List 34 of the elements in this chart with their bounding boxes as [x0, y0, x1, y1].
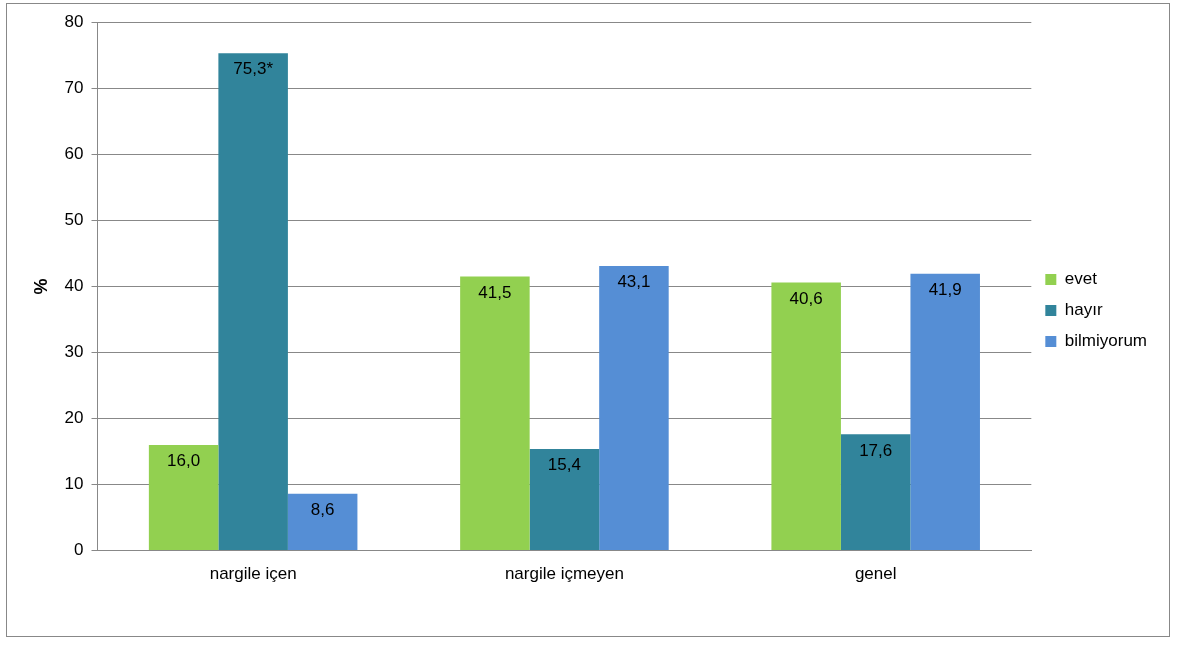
legend-label: bilmiyorum [1064, 331, 1148, 351]
bar [529, 448, 600, 551]
bar [148, 444, 219, 551]
legend-label: evet [1064, 269, 1098, 289]
y-tick-label: 60 [64, 143, 84, 163]
bar [910, 273, 980, 551]
y-tick-label: 70 [64, 77, 84, 97]
bar [840, 434, 911, 551]
data-label: 43,1 [617, 272, 651, 292]
legend-label: hayır [1064, 300, 1103, 320]
x-tick-label: genel [854, 564, 897, 584]
bar [771, 282, 841, 551]
data-label: 41,5 [478, 282, 512, 302]
data-label: 17,6 [859, 440, 893, 460]
y-tick-label: 20 [64, 408, 84, 428]
data-label: 41,9 [928, 280, 962, 300]
data-label: 75,3* [233, 59, 274, 79]
y-tick-label: 30 [64, 342, 84, 362]
y-tick-label: 10 [64, 474, 84, 494]
y-tick-label: 40 [64, 276, 84, 296]
x-tick-label: nargile içmeyen [504, 564, 624, 584]
y-axis-title: % [30, 278, 51, 295]
data-label: 40,6 [789, 288, 823, 308]
data-label: 16,0 [167, 451, 201, 471]
bar [287, 493, 358, 551]
bar [460, 276, 530, 551]
data-label: 15,4 [547, 455, 581, 475]
data-label: 8,6 [310, 499, 335, 519]
bar [599, 265, 669, 551]
y-tick-label: 50 [64, 210, 84, 230]
bar [218, 53, 288, 551]
y-tick-label: 80 [64, 11, 84, 31]
x-tick-label: nargile içen [209, 564, 297, 584]
y-tick-label: 0 [74, 540, 84, 560]
